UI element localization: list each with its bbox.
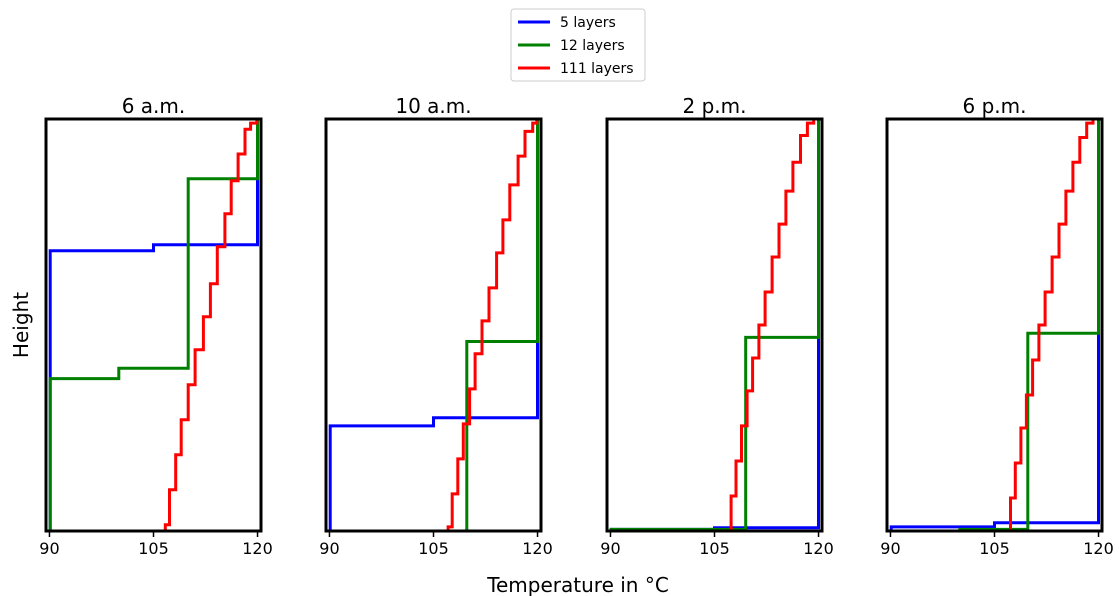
panel-title: 2 p.m. <box>683 94 747 118</box>
plot-area <box>48 119 259 531</box>
panel-title: 10 a.m. <box>395 94 471 118</box>
legend-label: 12 layers <box>560 38 625 54</box>
panel-title: 6 p.m. <box>963 94 1027 118</box>
panels: 90 105 120 6 a.m. 90 105 120 10 a.m. 90 105 120 2 p… <box>39 94 1114 558</box>
series-line <box>889 119 1100 531</box>
x-tick-label: 90 <box>880 539 900 558</box>
x-axis-label: Temperature in °C <box>486 573 669 596</box>
x-tick-label: 105 <box>138 539 169 558</box>
axes-frame <box>324 117 543 533</box>
x-tick-label: 90 <box>600 539 620 558</box>
x-tick-label: 120 <box>1083 539 1114 558</box>
legend-label: 111 layers <box>560 61 634 77</box>
legend-frame <box>510 8 646 82</box>
x-tick-label: 90 <box>319 539 339 558</box>
axes-frame <box>885 117 1104 533</box>
plot-area <box>328 119 539 531</box>
plot-area <box>889 119 1100 531</box>
series-line <box>729 119 818 531</box>
series-line <box>48 119 259 531</box>
panel: 90 105 120 10 a.m. <box>319 94 553 558</box>
y-axis-label: Height <box>9 292 33 358</box>
series-line <box>958 119 1100 531</box>
x-tick-label: 90 <box>39 539 59 558</box>
x-tick-label: 105 <box>979 539 1010 558</box>
legend: 5 layers 12 layers 111 layers <box>510 8 646 82</box>
x-tick-label: 105 <box>699 539 730 558</box>
series-line <box>609 119 820 531</box>
series-line <box>48 119 259 531</box>
series-line <box>609 119 820 531</box>
legend-label: 5 layers <box>560 15 616 31</box>
x-tick-label: 120 <box>522 539 553 558</box>
plot-area <box>609 119 820 531</box>
x-tick-label: 120 <box>803 539 834 558</box>
series-line <box>446 119 539 531</box>
x-tick-label: 120 <box>242 539 273 558</box>
panel: 90 105 120 6 p.m. <box>880 94 1114 558</box>
series-line <box>465 119 539 531</box>
panel: 90 105 120 2 p.m. <box>600 94 834 558</box>
axes-frame <box>44 117 263 533</box>
panel: 90 105 120 6 a.m. <box>39 94 273 558</box>
series-line <box>328 119 539 531</box>
series-line <box>163 119 259 531</box>
series-line <box>1009 119 1098 531</box>
panel-title: 6 a.m. <box>122 94 186 118</box>
axes-frame <box>605 117 824 533</box>
x-tick-label: 105 <box>418 539 449 558</box>
